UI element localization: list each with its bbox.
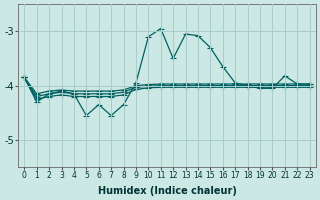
X-axis label: Humidex (Indice chaleur): Humidex (Indice chaleur) [98,186,236,196]
